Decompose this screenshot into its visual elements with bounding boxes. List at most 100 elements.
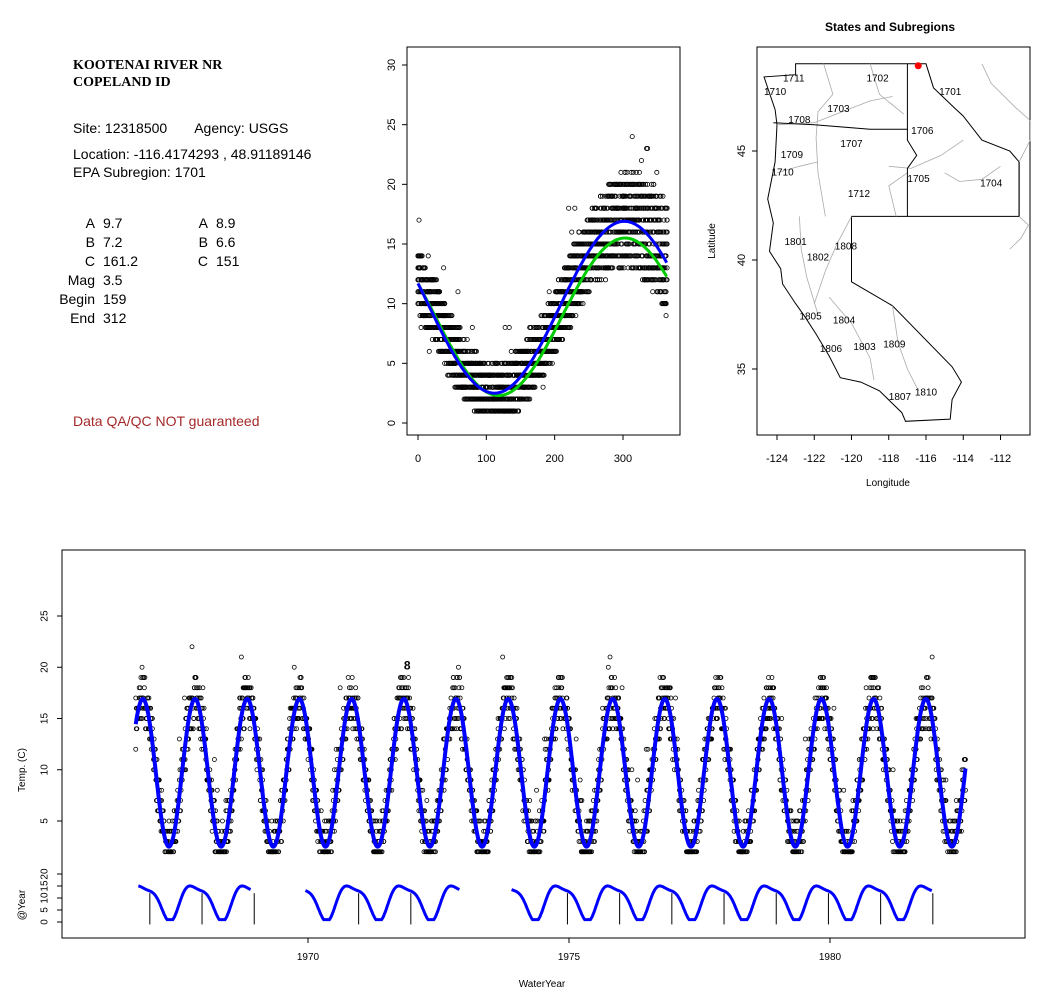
- param-row: A 8.9: [180, 214, 239, 233]
- y-tick-label: 15: [386, 238, 398, 250]
- ts-point: [238, 654, 244, 660]
- param-row: C 151: [180, 252, 239, 271]
- scatter-point: [506, 325, 512, 331]
- scatter-point: [526, 348, 532, 354]
- param-row: B 6.6: [180, 233, 239, 252]
- scatter-point: [512, 408, 518, 414]
- ts-point: [673, 695, 678, 701]
- ts-point: [448, 695, 454, 701]
- param-value: 151: [216, 253, 240, 269]
- scatter-point: [469, 325, 475, 331]
- scatter-point: [455, 289, 461, 295]
- scatter-point: [527, 396, 533, 402]
- y-tick-label: 10: [40, 764, 51, 776]
- y-tick-label: 0: [386, 420, 398, 426]
- y-tick-label: 20: [40, 661, 51, 673]
- param-row: Begin 159: [50, 290, 138, 309]
- param-value: 3.5: [103, 272, 123, 288]
- param-key: C: [197, 253, 208, 269]
- site-agency-row: Site: 12318500 Agency: USGS: [73, 119, 311, 137]
- site-name-line1: KOOTENAI RIVER NR: [73, 58, 223, 73]
- location: Location: -116.4174293 , 48.91189146: [73, 146, 312, 162]
- param-row: C 161.2: [50, 252, 138, 271]
- ts-point: [459, 685, 465, 691]
- ts-point: [189, 644, 195, 650]
- ts-point: [635, 777, 640, 783]
- x-tick-label: 200: [545, 453, 563, 465]
- sub-y-tick-label: 20: [40, 868, 51, 880]
- sub-y-tick-label: 15: [40, 880, 51, 892]
- ts-point: [456, 664, 461, 670]
- param-key: End: [70, 310, 95, 326]
- ts-point: [214, 787, 220, 793]
- scatter-point: [461, 336, 467, 342]
- x-tick-label: 0: [415, 453, 421, 465]
- qa-note: Data QA/QC NOT guaranteed: [73, 413, 260, 429]
- ts-point: [577, 777, 583, 783]
- y-tick-label: 10: [386, 298, 398, 310]
- ts-point: [141, 685, 147, 691]
- x-tick-label: 1975: [558, 952, 581, 963]
- scatter-point: [457, 325, 463, 331]
- param-row: B 7.2: [50, 233, 138, 252]
- param-value: 6.6: [216, 234, 236, 250]
- scatter-point: [532, 384, 538, 390]
- ts-point: [212, 757, 217, 762]
- ts-point: [802, 736, 808, 742]
- y-tick-label: 15: [40, 713, 51, 725]
- ts-point: [573, 736, 579, 742]
- ts-point: [220, 818, 225, 824]
- ts-point: [139, 664, 145, 670]
- agency: Agency: USGS: [194, 120, 289, 136]
- ts-point: [349, 675, 355, 680]
- params-right: A 8.9 B 6.6 C 151: [180, 214, 239, 271]
- params-left: A 9.7 B 7.2 C 161.2 Mag 3.5 Begin 159 End 312: [50, 214, 138, 328]
- y-tick-label: 20: [386, 178, 398, 190]
- sub-y-tick-label: 0: [40, 919, 51, 925]
- site-name: KOOTENAI RIVER NR COPELAND ID: [73, 57, 222, 91]
- param-key: Mag: [67, 272, 95, 288]
- ts-point: [247, 726, 253, 732]
- ts-point: [619, 685, 625, 691]
- scatter-point: [416, 217, 422, 223]
- ts-point: [353, 685, 359, 691]
- scatter-point: [419, 253, 425, 259]
- chart-annotation: 8: [404, 658, 411, 672]
- ts-point: [182, 695, 187, 701]
- sub-y-axis-label: @Year: [17, 889, 28, 920]
- x-axis-label: WaterYear: [519, 979, 566, 990]
- y-tick-label: 5: [386, 360, 398, 366]
- scatter-point: [464, 336, 470, 342]
- ts-point: [191, 716, 197, 721]
- ts-point: [291, 664, 297, 670]
- scatter-point: [528, 325, 534, 331]
- scatter-point: [487, 384, 493, 390]
- ts-point: [424, 798, 430, 803]
- scatter-point: [442, 301, 448, 307]
- y-tick-label: 25: [40, 610, 51, 622]
- param-row: End 312: [50, 309, 138, 328]
- ts-point: [607, 654, 613, 660]
- scatter-point: [515, 408, 521, 414]
- scatter-point: [425, 253, 431, 259]
- site-name-line2: COPELAND ID: [73, 75, 171, 90]
- y-axis-label: Temp. (C): [17, 748, 28, 792]
- x-tick-label: 1970: [297, 952, 320, 963]
- param-key: A: [85, 215, 95, 231]
- x-tick-label: 1980: [819, 952, 842, 963]
- param-value: 312: [103, 310, 127, 326]
- scatter-point: [437, 289, 443, 295]
- ts-point: [406, 675, 411, 680]
- param-key: Begin: [59, 291, 95, 307]
- scatter-point: [473, 348, 479, 354]
- param-key: A: [198, 215, 208, 231]
- ts-point: [337, 685, 343, 691]
- y-tick-label: 30: [386, 59, 398, 71]
- ts-point: [133, 746, 139, 752]
- param-key: B: [198, 234, 208, 250]
- ts-point: [534, 787, 539, 793]
- epa-subregion: EPA Subregion: 1701: [73, 164, 206, 180]
- scatter-point: [541, 372, 547, 378]
- param-row: Mag 3.5: [50, 271, 138, 290]
